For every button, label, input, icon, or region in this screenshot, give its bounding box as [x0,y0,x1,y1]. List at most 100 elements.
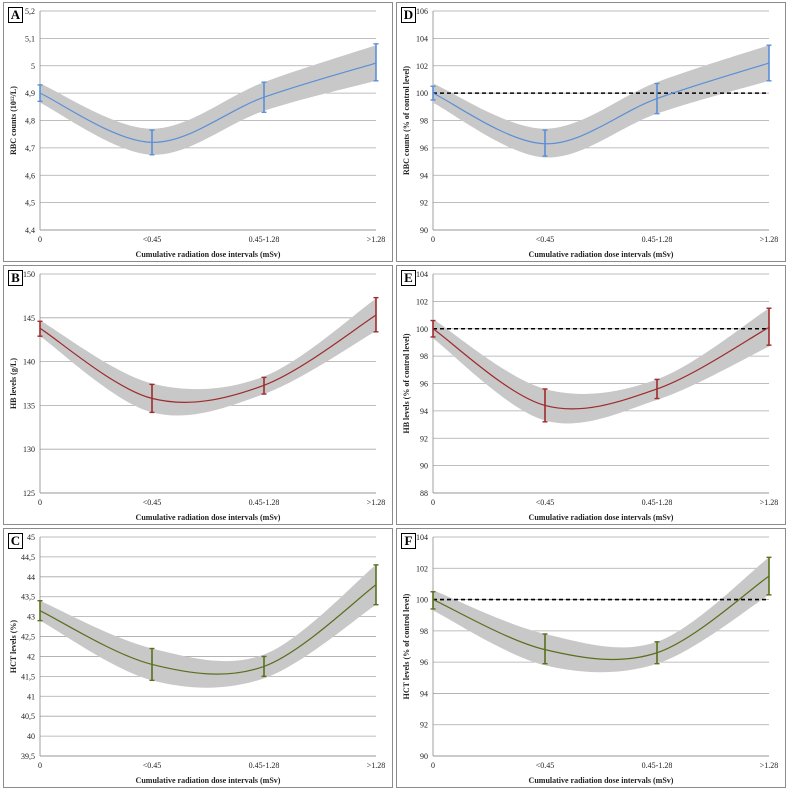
y-tick-label: 90 [420,462,428,471]
y-tick-label: 45 [27,533,35,542]
y-tick-label: 104 [416,270,428,279]
chart-E: 88 90 92 94 96 98 100 102 104 0 <0.45 0.45-1.28 >1.2… [402,270,778,522]
y-tick-label: 44,5 [21,553,35,562]
y-tick-label: 125 [23,489,35,498]
chart-B: 125 130 135 140 145 150 0 <0.45 0.45-1.28 >1.28 Cu… [9,270,386,522]
confidence-band [433,557,769,673]
x-tick-label: >1.28 [367,498,386,507]
y-tick-label: 42,5 [21,633,35,642]
panel-letter: A [8,7,23,23]
panel-letter: D [401,7,416,23]
y-tick-label: 92 [420,721,428,730]
y-tick-label: 92 [420,434,428,443]
y-tick-label: 88 [420,489,428,498]
y-tick-label: 4,4 [25,226,35,235]
y-tick-label: 43,5 [21,593,35,602]
y-axis-label: HB levels (g/L) [9,358,18,409]
y-axis-label: HCT levels (%) [9,620,18,674]
y-tick-label: 90 [420,226,428,235]
y-tick-label: 5,1 [25,34,35,43]
series-line [39,62,377,144]
y-tick-label: 98 [420,117,428,126]
y-tick-label: 40 [27,732,35,741]
y-tick-label: 41,5 [21,672,35,681]
y-tick-label: 90 [420,752,428,761]
y-tick-label: 102 [416,564,428,573]
y-tick-label: 104 [416,533,428,542]
y-tick-label: 4,7 [25,144,35,153]
y-tick-label: 4,5 [25,199,35,208]
x-tick-label: 0.45-1.28 [249,761,280,770]
x-axis-label: Cumulative radiation dose intervals (mSv… [136,776,281,785]
panel-letter: F [401,533,416,549]
x-tick-label: 0 [431,498,435,507]
y-tick-label: 44 [27,573,35,582]
y-tick-label: 4,8 [25,117,35,126]
y-tick-label: 43 [27,613,35,622]
chart-panel-B: B 125 130 135 140 145 150 0 <0.45 0.45-1.28 >1.28… [3,265,393,525]
y-tick-label: 98 [420,352,428,361]
x-tick-label: <0.45 [536,498,555,507]
y-tick-label: 94 [420,689,428,698]
x-tick-label: <0.45 [536,235,555,244]
chart-panel-A: A 4,4 4,5 4,6 4,7 4,8 4,9 5 5,1 5,2 0 <0.45 0.45-1.… [3,2,393,262]
y-tick-label: 4,6 [25,171,35,180]
chart-A: 4,4 4,5 4,6 4,7 4,8 4,9 5 5,1 5,2 0 <0.45 0.45-1.28… [9,7,386,259]
chart-panel-C: C 39,5 40 40,5 41 41,5 42 42,5 43 43,5 44 44,5 45 0 <… [3,528,393,788]
x-axis-label: Cumulative radiation dose intervals (mSv… [136,250,281,259]
chart-D: 90 92 94 96 98 100 102 104 106 0 <0.45 0.45-1.28 >1.… [402,7,778,259]
y-tick-label: 94 [420,171,428,180]
y-tick-label: 96 [420,380,428,389]
y-tick-label: 96 [420,658,428,667]
x-tick-label: 0.45-1.28 [642,761,673,770]
chart-F: 90 92 94 96 98 100 102 104 0 <0.45 0.45-1.28 >1.28 C… [402,533,779,785]
x-tick-label: 0 [38,498,42,507]
y-tick-label: 100 [416,325,428,334]
x-tick-label: >1.28 [760,761,779,770]
confidence-band [40,298,376,416]
y-tick-label: 106 [416,7,428,16]
series-line [432,62,770,145]
x-tick-label: 0.45-1.28 [249,235,280,244]
x-tick-label: 0 [38,235,42,244]
y-tick-label: 5,2 [25,7,35,16]
series-line [39,314,377,403]
panel-letter: B [8,270,23,286]
y-tick-label: 100 [416,89,428,98]
y-tick-label: 40,5 [21,712,35,721]
x-tick-label: <0.45 [143,235,162,244]
y-tick-label: 96 [420,144,428,153]
y-tick-label: 150 [23,270,35,279]
confidence-band [40,45,376,155]
y-tick-label: 104 [416,34,428,43]
y-tick-label: 100 [416,596,428,605]
x-axis-label: Cumulative radiation dose intervals (mSv… [529,776,674,785]
x-axis-label: Cumulative radiation dose intervals (mSv… [529,250,674,259]
y-tick-label: 102 [416,297,428,306]
y-axis-label: HCT levels (% of control level) [402,593,411,699]
y-tick-label: 42 [27,652,35,661]
chart-panel-F: F 90 92 94 96 98 100 102 104 0 <0.45 0.45-1.28 >1.2… [396,528,786,788]
confidence-band [433,45,769,158]
x-tick-label: 0.45-1.28 [249,498,280,507]
x-axis-label: Cumulative radiation dose intervals (mSv… [136,513,281,522]
confidence-band [40,564,376,688]
x-tick-label: >1.28 [367,235,386,244]
y-tick-label: 145 [23,314,35,323]
x-tick-label: 0 [431,761,435,770]
series-line [39,584,377,675]
y-tick-label: 98 [420,627,428,636]
y-axis-label: HB levels (% of control level) [402,333,411,433]
confidence-band [433,308,769,424]
x-tick-label: 0.45-1.28 [642,498,673,507]
panel-letter: E [401,270,416,286]
series-line [432,326,770,410]
x-tick-label: 0 [38,761,42,770]
chart-C: 39,5 40 40,5 41 41,5 42 42,5 43 43,5 44 44,5 45 0 <0.… [9,533,385,785]
y-tick-label: 130 [23,445,35,454]
y-tick-label: 140 [23,358,35,367]
y-tick-label: 94 [420,407,428,416]
y-axis-label: RBC counts (10¹²/L) [9,86,18,155]
x-tick-label: <0.45 [143,498,162,507]
y-tick-label: 92 [420,199,428,208]
